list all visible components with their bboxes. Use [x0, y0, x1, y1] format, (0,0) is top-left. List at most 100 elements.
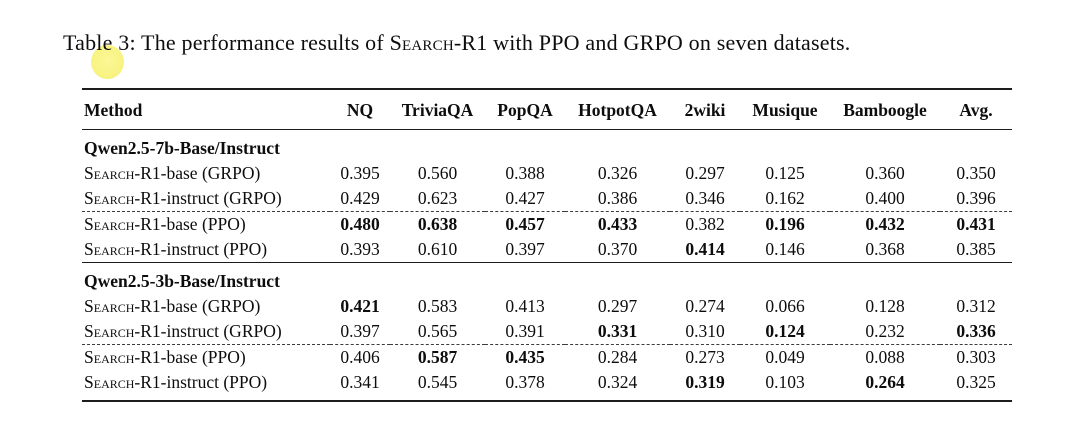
col-header: Avg.: [940, 88, 1012, 130]
group-header-row: Qwen2.5-3b-Base/Instruct: [82, 262, 1012, 294]
value-cell: 0.341: [330, 370, 390, 402]
value-cell: 0.196: [740, 211, 830, 237]
value-cell: 0.325: [940, 370, 1012, 402]
value-cell: 0.350: [956, 163, 996, 183]
table-row: Search-R1-instruct (PPO) 0.393 0.610 0.397 0…: [82, 237, 1012, 263]
value-cell: 0.066: [765, 296, 805, 316]
col-header: NQ: [330, 88, 390, 130]
value-cell: 0.623: [417, 188, 458, 208]
value-cell: 0.480: [330, 211, 390, 237]
value-cell: 0.378: [485, 370, 565, 402]
value-cell: 0.326: [597, 163, 638, 183]
method-name-rest: -R1-base (GRPO): [134, 163, 261, 183]
table-row: Search-R1-base (GRPO) 0.421 0.583 0.413 0.29…: [82, 294, 1012, 319]
table-row: Search-R1-base (GRPO) 0.395 0.560 0.388 0.32…: [82, 161, 1012, 186]
method-name-rest: -R1-base (GRPO): [134, 296, 261, 316]
value-cell: 0.125: [765, 163, 805, 183]
value-cell: 0.433: [565, 211, 670, 237]
method-name-rest: -R1-base (PPO): [134, 214, 246, 234]
value-cell: 0.264: [830, 370, 940, 402]
value-cell: 0.400: [865, 188, 905, 208]
value-cell: 0.310: [685, 321, 725, 341]
table-caption: Table 3: The performance results of Sear…: [63, 30, 851, 56]
value-cell: 0.545: [390, 370, 485, 402]
value-cell: 0.560: [417, 163, 458, 183]
col-header: 2wiki: [670, 88, 740, 130]
method-name-smallcaps: Search: [84, 214, 135, 234]
method-name-smallcaps: Search: [84, 188, 135, 208]
value-cell: 0.368: [865, 239, 905, 259]
method-name-smallcaps: Search: [84, 163, 135, 183]
col-header: Musique: [740, 88, 830, 130]
results-table-grid: Method NQ TriviaQA PopQA HotpotQA 2wiki Musiqu…: [82, 88, 1012, 402]
value-cell: 0.388: [505, 163, 545, 183]
value-cell: 0.414: [685, 239, 725, 259]
value-cell: 0.457: [485, 211, 565, 237]
value-cell: 0.049: [740, 344, 830, 370]
value-cell: 0.297: [685, 163, 725, 183]
value-cell: 0.324: [565, 370, 670, 402]
method-name-rest: -R1-instruct (GRPO): [134, 188, 282, 208]
table-row: Search-R1-instruct (GRPO) 0.429 0.623 0.427…: [82, 186, 1012, 212]
caption-suffix: with PPO and GRPO on seven datasets.: [487, 30, 851, 55]
value-cell: 0.346: [685, 188, 725, 208]
value-cell: 0.232: [865, 321, 905, 341]
caption-method-name: Search-R1: [389, 30, 488, 55]
table-header-row: Method NQ TriviaQA PopQA HotpotQA 2wiki Musiqu…: [82, 88, 1012, 130]
value-cell: 0.429: [340, 188, 380, 208]
value-cell: 0.274: [685, 296, 725, 316]
method-cell: Search-R1-instruct (GRPO): [82, 319, 330, 345]
table-row: Search-R1-instruct (PPO) 0.341 0.545 0.378 0…: [82, 370, 1012, 402]
value-cell: 0.565: [417, 321, 458, 341]
value-cell: 0.393: [340, 239, 380, 259]
value-cell: 0.284: [565, 344, 670, 370]
method-name-smallcaps: Search: [84, 321, 135, 341]
value-cell: 0.610: [417, 239, 458, 259]
value-cell: 0.336: [956, 321, 996, 341]
method-cell: Search-R1-instruct (GRPO): [82, 186, 330, 212]
method-name-smallcaps: Search: [84, 372, 135, 392]
method-cell: Search-R1-instruct (PPO): [82, 237, 330, 263]
value-cell: 0.303: [940, 344, 1012, 370]
value-cell: 0.397: [340, 321, 380, 341]
col-header-method: Method: [82, 88, 330, 130]
value-cell: 0.587: [390, 344, 485, 370]
method-cell: Search-R1-base (PPO): [82, 211, 330, 237]
value-cell: 0.432: [830, 211, 940, 237]
value-cell: 0.427: [505, 188, 545, 208]
method-cell: Search-R1-instruct (PPO): [82, 370, 330, 402]
value-cell: 0.273: [670, 344, 740, 370]
method-name-rest: -R1-instruct (PPO): [134, 372, 268, 392]
value-cell: 0.391: [505, 321, 545, 341]
group-header: Qwen2.5-3b-Base/Instruct: [82, 262, 1012, 294]
value-cell: 0.397: [505, 239, 545, 259]
method-name-smallcaps: Search: [84, 239, 135, 259]
value-cell: 0.370: [597, 239, 638, 259]
value-cell: 0.413: [505, 296, 545, 316]
col-header: Bamboogle: [830, 88, 940, 130]
value-cell: 0.386: [597, 188, 638, 208]
table-row: Search-R1-base (PPO) 0.480 0.638 0.457 0.433…: [82, 211, 1012, 237]
value-cell: 0.162: [765, 188, 805, 208]
method-name-smallcaps: Search: [84, 347, 135, 367]
value-cell: 0.435: [485, 344, 565, 370]
value-cell: 0.128: [865, 296, 905, 316]
col-header: HotpotQA: [565, 88, 670, 130]
group-header-row: Qwen2.5-7b-Base/Instruct: [82, 129, 1012, 161]
value-cell: 0.124: [765, 321, 805, 341]
value-cell: 0.382: [670, 211, 740, 237]
value-cell: 0.088: [830, 344, 940, 370]
results-table: Method NQ TriviaQA PopQA HotpotQA 2wiki Musiqu…: [82, 88, 1012, 402]
method-name-rest: -R1-instruct (GRPO): [134, 321, 282, 341]
caption-prefix: Table 3: The performance results of: [63, 30, 390, 55]
col-header: PopQA: [485, 88, 565, 130]
value-cell: 0.331: [597, 321, 638, 341]
value-cell: 0.312: [956, 296, 996, 316]
table-row: Search-R1-instruct (GRPO) 0.397 0.565 0.391…: [82, 319, 1012, 345]
method-cell: Search-R1-base (GRPO): [82, 294, 330, 319]
value-cell: 0.385: [956, 239, 996, 259]
method-name-rest: -R1-base (PPO): [134, 347, 246, 367]
value-cell: 0.396: [956, 188, 996, 208]
method-cell: Search-R1-base (GRPO): [82, 161, 330, 186]
